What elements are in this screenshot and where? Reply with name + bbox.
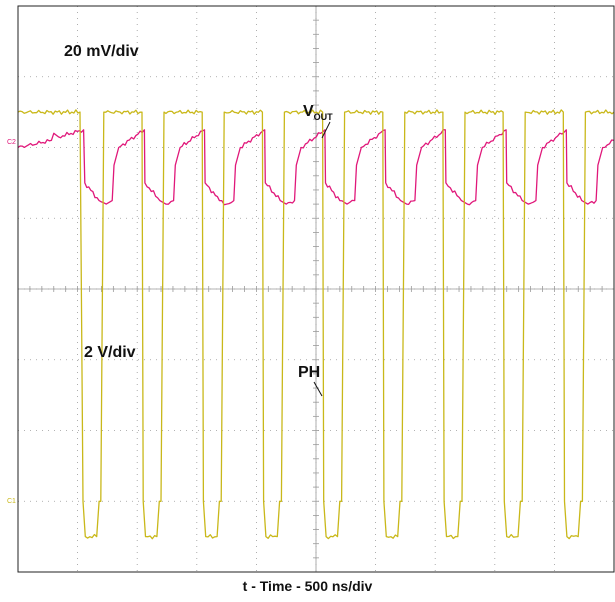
vout-subscript: OUT xyxy=(314,112,334,122)
ch2-scale-label: 20 mV/div xyxy=(64,43,139,60)
ch2-marker: C2 xyxy=(7,139,16,146)
vout-main-text: V xyxy=(303,103,314,120)
ch1-marker: C1 xyxy=(7,498,16,505)
x-axis-label: t - Time - 500 ns/div xyxy=(0,578,615,594)
ph-annotation: PH xyxy=(298,364,320,381)
ch1-scale-label: 2 V/div xyxy=(84,344,136,361)
